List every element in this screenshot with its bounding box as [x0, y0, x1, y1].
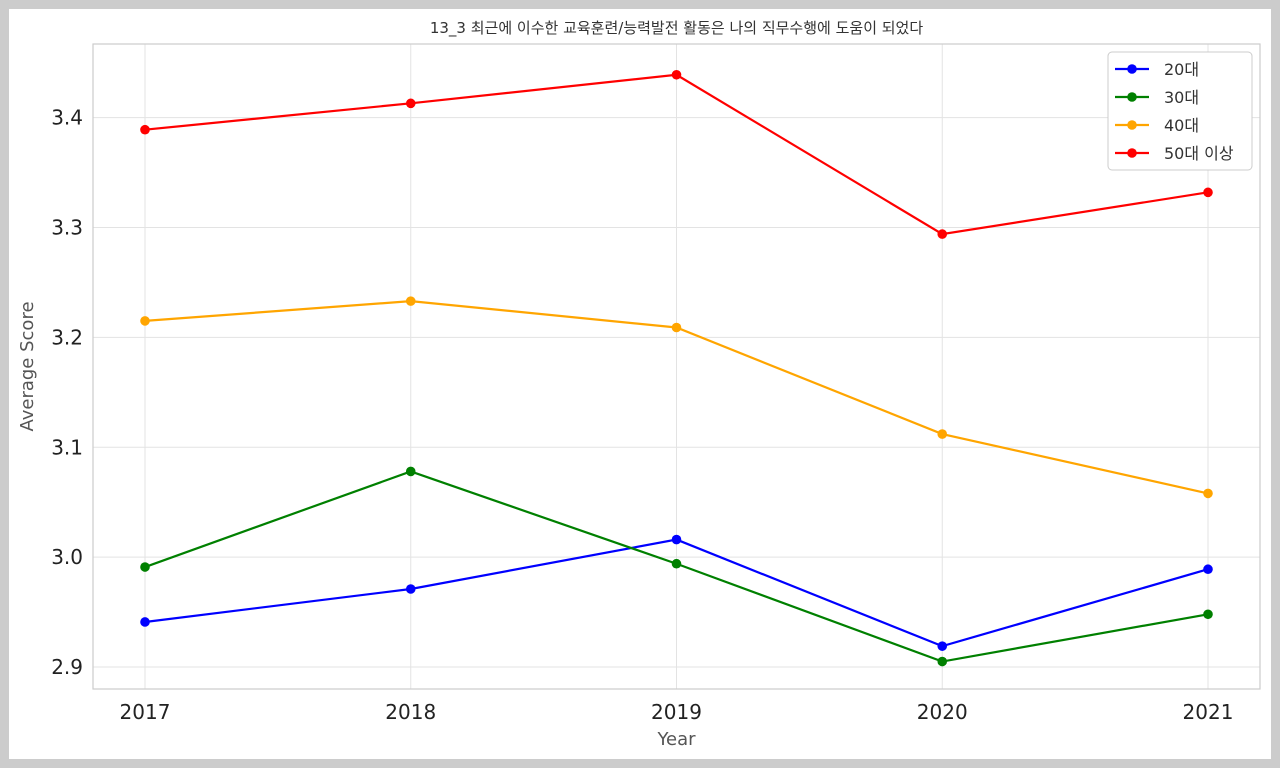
legend-label: 20대	[1164, 60, 1199, 79]
legend-marker	[1127, 92, 1137, 102]
data-point	[140, 562, 150, 572]
data-point	[1203, 187, 1213, 198]
data-point	[671, 534, 682, 545]
legend-label: 30대	[1164, 88, 1199, 107]
x-axis-label: Year	[656, 729, 696, 750]
legend-marker	[1127, 64, 1137, 74]
x-tick-label: 2017	[120, 700, 171, 724]
data-point	[140, 124, 150, 135]
data-point	[1203, 564, 1213, 575]
data-point	[671, 69, 682, 80]
series-3	[140, 296, 1213, 499]
data-point	[937, 656, 948, 667]
y-axis-ticks: 2.9 3.0 3.1 3.2 3.3 3.4	[51, 106, 83, 679]
data-point	[140, 316, 150, 326]
data-point	[937, 641, 948, 651]
data-point	[1203, 609, 1213, 620]
legend-item: 40대	[1115, 116, 1199, 135]
legend-item: 30대	[1115, 88, 1199, 107]
chart-frame: 13_3 최근에 이수한 교육훈련/능력발전 활동은 나의 직무수행에 도움이 …	[9, 9, 1271, 759]
legend-label: 50대 이상	[1164, 144, 1234, 163]
y-tick-label: 3.1	[51, 435, 83, 459]
data-point	[671, 558, 682, 569]
y-tick-label: 3.0	[51, 545, 83, 569]
x-tick-label: 2019	[651, 700, 702, 724]
y-tick-label: 2.9	[51, 655, 83, 679]
legend-box	[1107, 51, 1253, 171]
series-2	[140, 466, 1213, 667]
x-axis-ticks: 2017 2018 2019 2020 2021	[120, 700, 1234, 724]
data-point	[937, 229, 948, 239]
data-point	[937, 429, 948, 439]
line-chart: 13_3 최근에 이수한 교육훈련/능력발전 활동은 나의 직무수행에 도움이 …	[17, 19, 1261, 750]
x-tick-label: 2018	[385, 700, 436, 724]
plot-border	[92, 43, 1261, 690]
y-tick-label: 3.3	[51, 216, 83, 240]
data-point	[405, 466, 416, 477]
x-tick-label: 2021	[1183, 700, 1234, 724]
legend-marker	[1127, 120, 1137, 130]
series-1	[140, 534, 1213, 651]
data-point	[671, 322, 682, 333]
y-tick-label: 3.2	[51, 325, 83, 349]
data-point	[140, 617, 150, 627]
legend-label: 40대	[1164, 116, 1199, 135]
legend: 20대 30대 40대 50대 이상	[1107, 51, 1253, 171]
legend-marker	[1127, 148, 1137, 158]
legend-item: 20대	[1115, 60, 1199, 79]
y-tick-label: 3.4	[51, 106, 83, 130]
chart-title: 13_3 최근에 이수한 교육훈련/능력발전 활동은 나의 직무수행에 도움이 …	[430, 19, 924, 38]
data-point	[405, 98, 416, 109]
x-tick-label: 2020	[917, 700, 968, 724]
series-4	[140, 69, 1213, 239]
y-axis-label: Average Score	[17, 301, 38, 431]
data-point	[405, 296, 416, 306]
data-point	[405, 584, 416, 594]
data-point	[1203, 488, 1213, 499]
legend-item: 50대 이상	[1115, 144, 1234, 163]
series-layer	[140, 69, 1213, 667]
grid	[93, 44, 1260, 689]
